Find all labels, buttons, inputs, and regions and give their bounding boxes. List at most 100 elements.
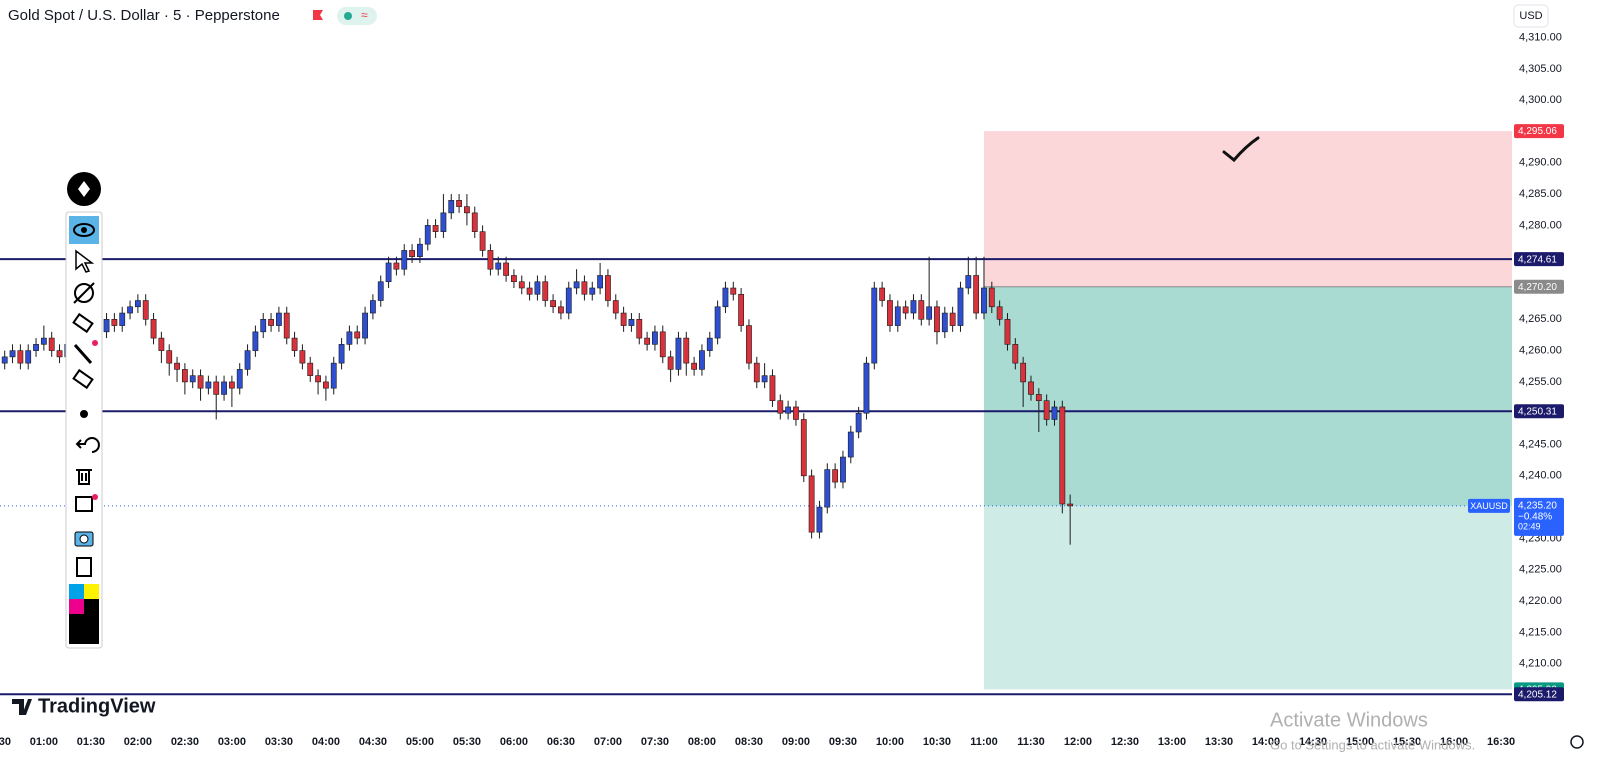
x-tick-label: 03:30 — [265, 736, 293, 748]
eye-pupil — [81, 227, 87, 233]
candle-body — [573, 281, 580, 289]
brand-logo — [12, 699, 32, 715]
level-label: 4,205.12 — [1518, 689, 1557, 700]
candle-body — [605, 275, 611, 301]
candle-body — [1035, 394, 1042, 401]
pen-nib — [78, 181, 90, 197]
candle-body — [1020, 362, 1027, 383]
candle-body — [706, 337, 713, 351]
candle-body — [393, 262, 400, 270]
candle-body — [910, 300, 917, 314]
candle-body — [142, 300, 149, 320]
candle-body — [981, 287, 987, 314]
pen-color-dot — [92, 340, 98, 346]
candle-body — [479, 231, 486, 251]
candle-body — [753, 362, 760, 383]
x-tick-label: 01:00 — [30, 736, 58, 748]
tool-clipboard[interactable] — [76, 557, 92, 577]
status-pill[interactable] — [337, 7, 377, 25]
swatch-cyan[interactable] — [69, 584, 84, 599]
candle-body — [354, 331, 361, 339]
tool-hide[interactable] — [74, 283, 94, 303]
watermark-text: Go to Settings to activate Windows. — [1270, 737, 1475, 752]
candle-body — [659, 331, 666, 358]
candle-body — [260, 319, 267, 333]
candle-body — [840, 456, 846, 483]
y-tick-label: 4,280.00 — [1519, 219, 1562, 231]
candle-body — [746, 325, 752, 364]
tool-eraser[interactable] — [72, 368, 94, 390]
check-drawing — [1222, 136, 1260, 163]
x-tick-label: 06:00 — [500, 736, 528, 748]
swatch-black[interactable] — [84, 599, 99, 614]
current-color[interactable] — [69, 614, 99, 644]
countdown-label: 02:49 — [1518, 521, 1541, 531]
candle-body — [181, 369, 188, 383]
x-tick-label: 16:30 — [1487, 736, 1515, 748]
candle-body — [268, 319, 274, 326]
x-tick-label: 01:30 — [77, 736, 105, 748]
x-tick-label: 09:30 — [829, 736, 857, 748]
currency[interactable]: USD — [1519, 10, 1542, 22]
candle-body — [777, 400, 784, 414]
tool-cursor[interactable] — [75, 249, 95, 273]
swatch-magenta[interactable] — [69, 599, 84, 614]
candle-body — [965, 275, 972, 289]
y-tick-label: 4,265.00 — [1519, 313, 1562, 325]
tool-board[interactable] — [75, 496, 93, 512]
tool-dot[interactable] — [80, 410, 88, 418]
candle-body — [973, 275, 980, 314]
candle-body — [127, 306, 133, 314]
candle-body — [1043, 400, 1050, 420]
currency-button[interactable] — [1513, 4, 1549, 28]
level-tag — [1514, 252, 1564, 267]
candle-body — [1067, 503, 1074, 507]
candle-body — [495, 262, 502, 270]
candle-body — [448, 200, 455, 214]
candle-body — [581, 281, 588, 295]
candle-body — [847, 431, 854, 458]
toolbar — [65, 211, 103, 649]
candle-body — [738, 293, 745, 326]
x-tick-label: 13:00 — [1158, 736, 1186, 748]
candle-body — [456, 200, 462, 207]
swatch-yellow[interactable] — [84, 584, 99, 599]
x-tick-label: 14:00 — [1252, 736, 1280, 748]
candle-body — [471, 212, 478, 232]
candle-body — [871, 287, 878, 364]
tool-delete[interactable] — [76, 469, 92, 485]
stop-tag — [1514, 124, 1564, 139]
settings-button[interactable] — [1570, 735, 1584, 749]
last-change-label: −0.48% — [1518, 512, 1552, 523]
candle-body — [722, 287, 729, 308]
y-tick-label: 4,240.00 — [1519, 470, 1562, 482]
entry-label: 4,270.20 — [1518, 282, 1557, 293]
x-tick-label: 16:00 — [1440, 736, 1468, 748]
candle-body — [1051, 406, 1058, 420]
tool-undo[interactable] — [75, 437, 100, 453]
candle-body — [134, 300, 141, 308]
candle-body — [879, 287, 886, 301]
candle-body — [291, 337, 298, 351]
tool-pen[interactable] — [73, 344, 93, 364]
candle-body — [597, 275, 603, 289]
candle-body — [636, 319, 643, 339]
x-tick-label: 08:30 — [735, 736, 763, 748]
candle-body — [252, 331, 259, 351]
symbol-title: Gold Spot / U.S. Dollar · 5 · Pepperston… — [8, 7, 280, 24]
y-tick-label: 4,220.00 — [1519, 595, 1562, 607]
tool-marker[interactable] — [72, 312, 94, 334]
x-tick-label: 15:30 — [1393, 736, 1421, 748]
entry-tag — [1514, 279, 1564, 294]
flag-icon[interactable] — [313, 10, 323, 20]
candle-body — [863, 362, 870, 414]
candle-body — [550, 300, 556, 308]
x-tick-label: 09:00 — [782, 736, 810, 748]
x-tick-label: 04:00 — [312, 736, 340, 748]
candle-body — [1, 356, 8, 364]
candle-body — [699, 350, 705, 370]
candle-body — [941, 312, 948, 333]
